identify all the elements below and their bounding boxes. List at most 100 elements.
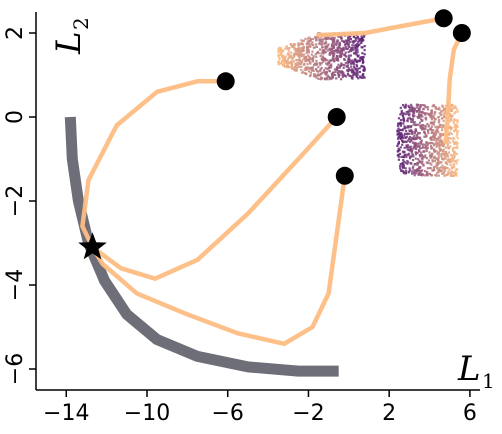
cloud-point — [453, 129, 456, 132]
cloud-point — [408, 137, 411, 140]
cloud-point — [363, 68, 366, 71]
cloud-point — [347, 54, 351, 57]
cloud-point — [323, 37, 327, 40]
cloud-point — [414, 144, 418, 147]
cloud-point — [432, 123, 436, 126]
cloud-point — [349, 68, 352, 71]
cloud-point — [441, 133, 444, 136]
cloud-point — [437, 116, 440, 119]
cloud-point — [435, 158, 438, 161]
cloud-point — [424, 143, 427, 146]
cloud-point — [337, 51, 340, 54]
x-tick-label: −10 — [124, 401, 170, 426]
cloud-point — [430, 141, 433, 145]
cloud-point — [335, 77, 338, 80]
cloud-point — [427, 159, 430, 162]
cloud-point — [427, 130, 430, 133]
cloud-point — [442, 109, 446, 112]
cloud-point — [399, 152, 402, 155]
cloud-point — [420, 157, 423, 160]
cloud-point — [328, 51, 331, 55]
cloud-point — [300, 50, 303, 53]
x-tick-label: −2 — [292, 401, 324, 426]
cloud-point — [446, 142, 449, 145]
cloud-point — [402, 122, 405, 125]
cloud-point — [402, 166, 405, 169]
cloud-point — [425, 135, 428, 138]
cloud-point — [290, 43, 293, 46]
cloud-point — [344, 51, 347, 54]
cloud-point — [441, 141, 444, 144]
cloud-point — [355, 59, 359, 62]
cloud-point — [346, 73, 350, 76]
cloud-point — [401, 136, 405, 140]
cloud-point — [405, 110, 408, 114]
cloud-point — [433, 155, 436, 158]
cloud-point — [446, 173, 449, 176]
cloud-point — [456, 130, 459, 133]
cloud-point — [414, 151, 417, 154]
trajectories-group — [80, 16, 465, 347]
cloud-point — [455, 142, 459, 145]
cloud-point — [322, 57, 326, 60]
cloud-point — [337, 49, 340, 53]
boundary-curve-group — [64, 116, 339, 377]
cloud-point — [279, 48, 282, 51]
cloud-point — [433, 113, 436, 116]
cloud-point — [447, 151, 451, 154]
cloud-point — [284, 47, 287, 50]
cloud-point — [334, 57, 337, 60]
cloud-point — [311, 50, 314, 53]
cloud-point — [423, 130, 426, 133]
cloud-point — [397, 143, 400, 146]
cloud-point — [455, 160, 458, 163]
cloud-point — [352, 48, 355, 52]
cloud-point — [440, 169, 443, 172]
cloud-point — [426, 142, 429, 145]
cloud-point — [347, 43, 350, 46]
cloud-point — [413, 131, 416, 134]
cloud-point — [314, 75, 317, 78]
cloud-point — [348, 45, 351, 48]
cloud-point — [453, 112, 456, 115]
cloud-point — [406, 159, 409, 163]
cloud-point — [353, 65, 356, 68]
cloud-point — [415, 106, 418, 109]
cloud-point — [436, 125, 439, 128]
cloud-point — [449, 131, 452, 134]
y-axis-label: L — [49, 31, 89, 55]
cloud-point — [297, 42, 300, 45]
cloud-point — [330, 52, 333, 55]
cloud-point — [277, 54, 280, 57]
cloud-point — [319, 68, 322, 71]
cloud-point — [319, 69, 322, 72]
cloud-point — [411, 132, 414, 136]
cloud-point — [450, 119, 453, 122]
cloud-point — [314, 53, 317, 56]
cloud-point — [435, 140, 438, 143]
cloud-point — [283, 61, 286, 64]
cloud-point — [447, 136, 450, 140]
cloud-point — [426, 167, 429, 170]
cloud-point — [440, 153, 443, 156]
cloud-point — [443, 112, 446, 115]
start-point — [216, 72, 235, 91]
cloud-point — [400, 111, 403, 114]
cloud-point — [412, 123, 415, 126]
cloud-point — [351, 61, 354, 65]
cloud-point — [407, 114, 410, 117]
cloud-point — [284, 64, 287, 68]
cloud-point — [323, 70, 326, 74]
cloud-point — [456, 137, 459, 140]
cloud-point — [429, 162, 432, 165]
cloud-point — [284, 61, 288, 64]
cloud-point — [446, 163, 449, 166]
cloud-point — [330, 63, 333, 66]
cloud-point — [411, 113, 415, 117]
cloud-point — [404, 103, 407, 106]
cloud-point — [405, 140, 408, 144]
cloud-point — [336, 56, 339, 59]
cloud-point — [425, 147, 428, 150]
cloud-point — [411, 130, 414, 133]
cloud-point — [326, 63, 329, 66]
